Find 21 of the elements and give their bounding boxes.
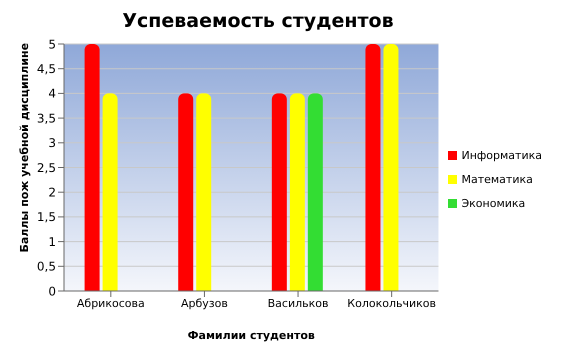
y-tick-label: 5 <box>48 37 56 52</box>
legend-label: Информатика <box>461 148 542 162</box>
y-tick-label: 1,5 <box>36 210 56 224</box>
x-tick-label: Арбузов <box>180 296 228 310</box>
y-tick-label: 3,5 <box>36 111 56 126</box>
x-tick-label: Колокольчиков <box>347 296 436 310</box>
y-tick-label: 0,5 <box>36 260 56 274</box>
x-tick-label: Абрикосова <box>76 296 145 310</box>
y-tick-label: 4 <box>48 86 56 101</box>
legend-label: Математика <box>461 172 533 186</box>
y-tick-label: 1 <box>48 234 56 249</box>
y-tick-label: 2,5 <box>36 160 56 175</box>
y-tick-label: 0 <box>48 284 56 298</box>
y-axis-title: Баллы пож учебной дисциплине <box>18 42 31 252</box>
x-axis-title: Фамилии студентов <box>188 329 315 342</box>
x-tick-label: Васильков <box>268 296 328 310</box>
y-tick-label: 4,5 <box>36 62 56 76</box>
legend-label: Экономика <box>461 196 526 210</box>
y-tick-label: 3 <box>48 136 56 150</box>
y-tick-label: 2 <box>48 185 56 200</box>
chart-title: Успеваемость студентов <box>121 10 395 32</box>
